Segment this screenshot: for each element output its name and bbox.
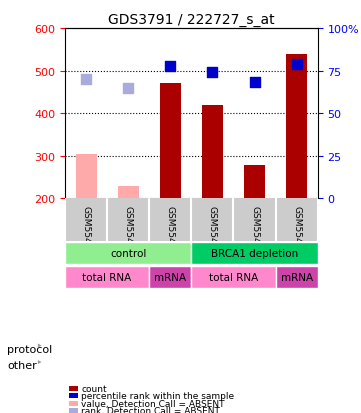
Text: mRNA: mRNA <box>154 272 186 282</box>
Text: rank, Detection Call = ABSENT: rank, Detection Call = ABSENT <box>81 406 220 413</box>
FancyBboxPatch shape <box>65 242 191 264</box>
Point <box>83 76 89 83</box>
Text: count: count <box>81 384 107 393</box>
Bar <box>202 105 223 199</box>
FancyBboxPatch shape <box>191 242 318 264</box>
Text: BRCA1 depletion: BRCA1 depletion <box>211 248 298 258</box>
Text: GSM554075: GSM554075 <box>292 205 301 260</box>
Bar <box>244 166 265 199</box>
Text: GSM554072: GSM554072 <box>124 205 132 260</box>
Text: GSM554073: GSM554073 <box>250 205 259 260</box>
Text: GSM554071: GSM554071 <box>208 205 217 260</box>
FancyBboxPatch shape <box>191 266 275 288</box>
Text: GSM554074: GSM554074 <box>166 205 175 260</box>
Point <box>252 80 257 87</box>
Text: mRNA: mRNA <box>280 272 313 282</box>
Text: other: other <box>7 361 37 370</box>
FancyBboxPatch shape <box>149 266 191 288</box>
Title: GDS3791 / 222727_s_at: GDS3791 / 222727_s_at <box>108 12 275 26</box>
Text: total RNA: total RNA <box>209 272 258 282</box>
Point <box>294 62 300 68</box>
Text: GSM554070: GSM554070 <box>82 205 91 260</box>
Point <box>209 69 215 76</box>
Text: value, Detection Call = ABSENT: value, Detection Call = ABSENT <box>81 399 225 408</box>
Text: protocol: protocol <box>7 344 52 354</box>
FancyBboxPatch shape <box>275 266 318 288</box>
Bar <box>160 84 181 199</box>
Point <box>168 64 173 71</box>
Bar <box>118 187 139 199</box>
Point <box>125 85 131 92</box>
Text: total RNA: total RNA <box>82 272 132 282</box>
Bar <box>75 154 96 199</box>
Text: percentile rank within the sample: percentile rank within the sample <box>81 391 234 400</box>
Text: control: control <box>110 248 146 258</box>
FancyBboxPatch shape <box>65 266 149 288</box>
Bar <box>286 55 307 199</box>
